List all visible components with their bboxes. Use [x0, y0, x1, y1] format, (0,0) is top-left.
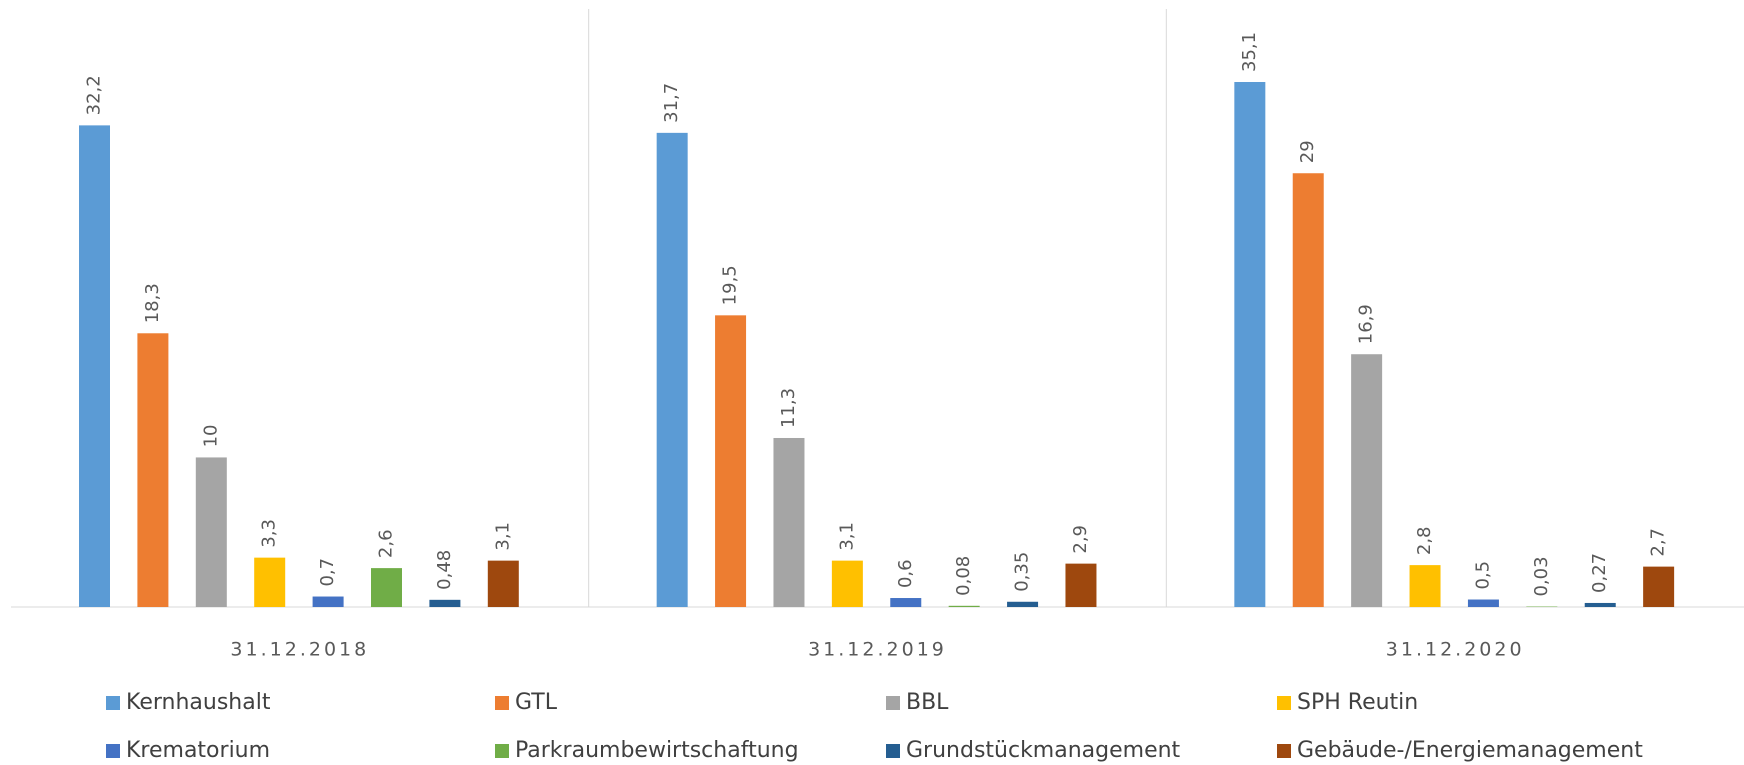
data-label: 31,7: [661, 83, 682, 123]
data-label: 2,6: [376, 529, 397, 558]
bar: [1643, 566, 1675, 607]
legend-swatch: [886, 696, 900, 710]
legend-swatch: [495, 696, 509, 710]
legend-label: GTL: [515, 690, 558, 715]
bar: [1292, 173, 1324, 607]
data-label: 3,1: [836, 522, 857, 551]
legend-swatch: [1277, 696, 1291, 710]
legend-swatch: [106, 744, 120, 758]
data-label: 0,27: [1589, 553, 1610, 593]
bar: [890, 598, 922, 607]
data-label: 3,3: [259, 519, 280, 548]
legend-swatch: [1277, 744, 1291, 758]
legend-label: Krematorium: [126, 738, 270, 763]
bar: [948, 605, 980, 607]
data-label: 0,5: [1472, 561, 1493, 590]
legend-swatch: [495, 744, 509, 758]
legend-swatch: [106, 696, 120, 710]
bar: [1584, 602, 1616, 607]
data-label: 2,9: [1070, 525, 1091, 554]
bar: [371, 568, 402, 607]
bar: [715, 315, 747, 607]
data-label: 18,3: [142, 283, 163, 323]
x-tick-label: 31.12.2020: [1386, 639, 1525, 661]
legend-label: Kernhaushalt: [126, 690, 271, 715]
legend-label: Grundstückmanagement: [906, 738, 1181, 763]
bar: [831, 560, 863, 607]
bar: [137, 333, 169, 607]
data-label: 2,8: [1414, 526, 1435, 555]
bar: [1234, 82, 1266, 607]
bar: [429, 599, 461, 607]
legend-label: BBL: [906, 690, 949, 715]
bar: [656, 132, 688, 607]
bar: [1065, 563, 1097, 607]
bar: [312, 596, 344, 607]
bar: [773, 437, 805, 607]
data-label: 0,48: [434, 550, 455, 590]
bar: [487, 560, 519, 607]
data-label: 3,1: [492, 522, 513, 551]
data-label: 0,7: [317, 558, 338, 587]
data-label: 0,03: [1531, 556, 1552, 596]
bar: [1351, 354, 1383, 607]
data-label: 32,2: [84, 75, 105, 115]
bar: [254, 557, 286, 607]
x-tick-label: 31.12.2019: [808, 639, 947, 661]
data-label: 19,5: [720, 265, 741, 305]
data-label: 2,7: [1648, 528, 1669, 557]
data-label: 11,3: [778, 388, 799, 428]
data-label: 10: [200, 425, 221, 448]
bar: [79, 125, 110, 607]
legend-label: Gebäude-/Energiemanagement: [1297, 738, 1643, 763]
data-label: 29: [1297, 140, 1318, 163]
x-tick-label: 31.12.2018: [230, 639, 369, 661]
legend-label: Parkraumbewirtschaftung: [515, 738, 799, 763]
data-label: 16,9: [1356, 304, 1377, 344]
bar: [195, 457, 227, 607]
legend-label: SPH Reutin: [1297, 690, 1418, 715]
data-label: 0,6: [895, 559, 916, 588]
data-label: 0,08: [953, 556, 974, 596]
data-label: 0,35: [1012, 552, 1033, 592]
legend-swatch: [886, 744, 900, 758]
bar: [1007, 601, 1039, 607]
bar: [1409, 565, 1441, 607]
data-label: 35,1: [1239, 32, 1260, 72]
bar: [1467, 599, 1499, 607]
